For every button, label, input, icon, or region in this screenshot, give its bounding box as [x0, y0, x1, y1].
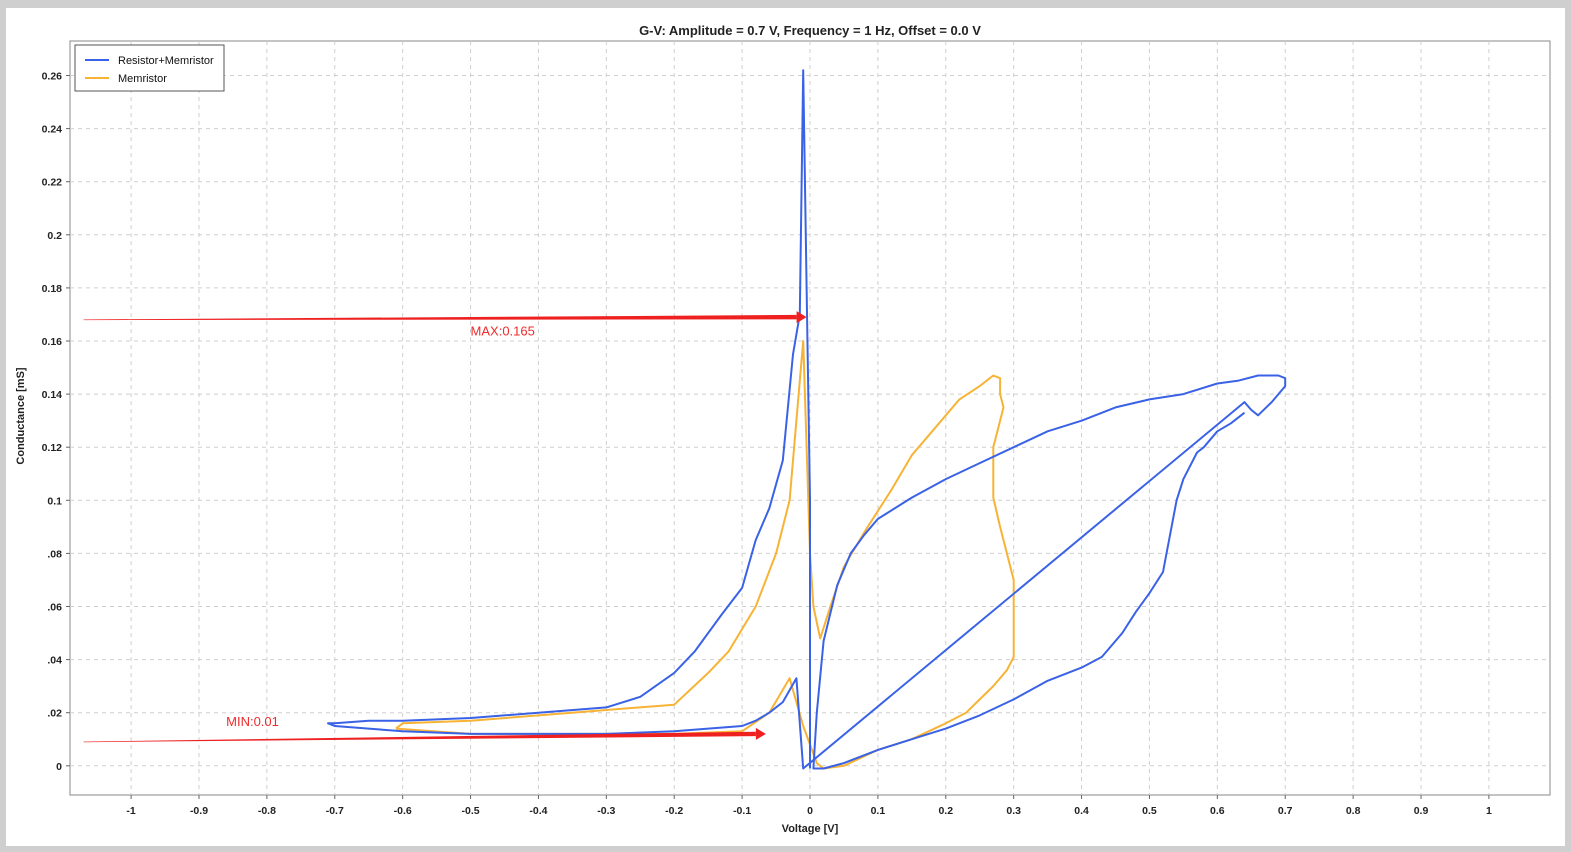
- legend-label-resistor-memristor: Resistor+Memristor: [118, 55, 214, 67]
- y-tick-label: .02: [47, 708, 62, 720]
- y-tick-label: 0.26: [42, 71, 63, 83]
- x-tick-label: 0.8: [1346, 805, 1361, 817]
- x-tick-label: -0.9: [190, 805, 208, 817]
- x-tick-label: 0.1: [871, 805, 886, 817]
- y-tick-label: 0.12: [42, 442, 63, 454]
- legend-label-memristor: Memristor: [118, 73, 167, 85]
- x-tick-label: -0.7: [326, 805, 344, 817]
- series-layer: [327, 69, 1287, 770]
- y-tick-label: 0.1: [47, 495, 62, 507]
- x-tick-label: -0.5: [462, 805, 480, 817]
- axis-ticks: -1 -0.9 -0.8 -0.7 -0.6 -0.5 -0.4 -0.3 -0.2 -0.1 0 0…: [42, 71, 1492, 817]
- x-tick-label: -0.6: [394, 805, 412, 817]
- x-tick-label: 0.5: [1142, 805, 1157, 817]
- y-axis-label: Conductance [mS]: [15, 367, 27, 465]
- x-axis-label: Voltage [V]: [782, 823, 839, 835]
- x-tick-label: -0.2: [665, 805, 683, 817]
- legend: Resistor+Memristor Memristor: [74, 44, 225, 92]
- x-tick-label: 0.3: [1006, 805, 1021, 817]
- max-arrow-head: [796, 311, 807, 324]
- x-tick-label: 0.2: [938, 805, 953, 817]
- x-tick-label: -1: [126, 805, 135, 817]
- y-tick-label: 0: [56, 761, 62, 773]
- x-tick-label: -0.4: [529, 805, 547, 817]
- x-tick-label: 0.7: [1278, 805, 1293, 817]
- max-annotation-label: MAX:0.165: [471, 324, 535, 339]
- series-resistor-memristor: [327, 69, 1287, 770]
- y-tick-label: 0.16: [42, 336, 63, 348]
- y-tick-label: 0.2: [47, 230, 62, 242]
- y-tick-label: 0.18: [42, 283, 63, 295]
- legend-box: [74, 44, 225, 92]
- gv-chart: G-V: Amplitude = 0.7 V, Frequency = 1 Hz…: [15, 23, 1551, 835]
- min-annotation-label: MIN:0.01: [226, 714, 279, 729]
- chart-frame: G-V: Amplitude = 0.7 V, Frequency = 1 Hz…: [6, 8, 1565, 846]
- annotation-layer: MAX:0.165 MIN:0.01: [83, 311, 807, 743]
- y-tick-label: .04: [47, 655, 62, 667]
- min-arrow-shaft: [83, 731, 756, 743]
- x-tick-label: 0.9: [1414, 805, 1429, 817]
- y-tick-label: .08: [47, 548, 62, 560]
- y-tick-label: 0.24: [42, 124, 63, 136]
- x-tick-label: 0.4: [1074, 805, 1089, 817]
- x-tick-label: 0.6: [1210, 805, 1225, 817]
- y-tick-label: 0.22: [42, 177, 63, 189]
- x-tick-label: -0.3: [597, 805, 615, 817]
- x-tick-label: -0.8: [258, 805, 276, 817]
- y-tick-label: .06: [47, 602, 62, 614]
- y-tick-label: 0.14: [42, 389, 63, 401]
- min-arrow-head: [755, 727, 766, 740]
- max-arrow-shaft: [83, 314, 797, 321]
- x-tick-label: -0.1: [733, 805, 751, 817]
- chart-title: G-V: Amplitude = 0.7 V, Frequency = 1 Hz…: [639, 23, 981, 38]
- x-tick-label: 1: [1486, 805, 1492, 817]
- series-memristor: [395, 340, 1015, 770]
- x-tick-label: 0: [807, 805, 813, 817]
